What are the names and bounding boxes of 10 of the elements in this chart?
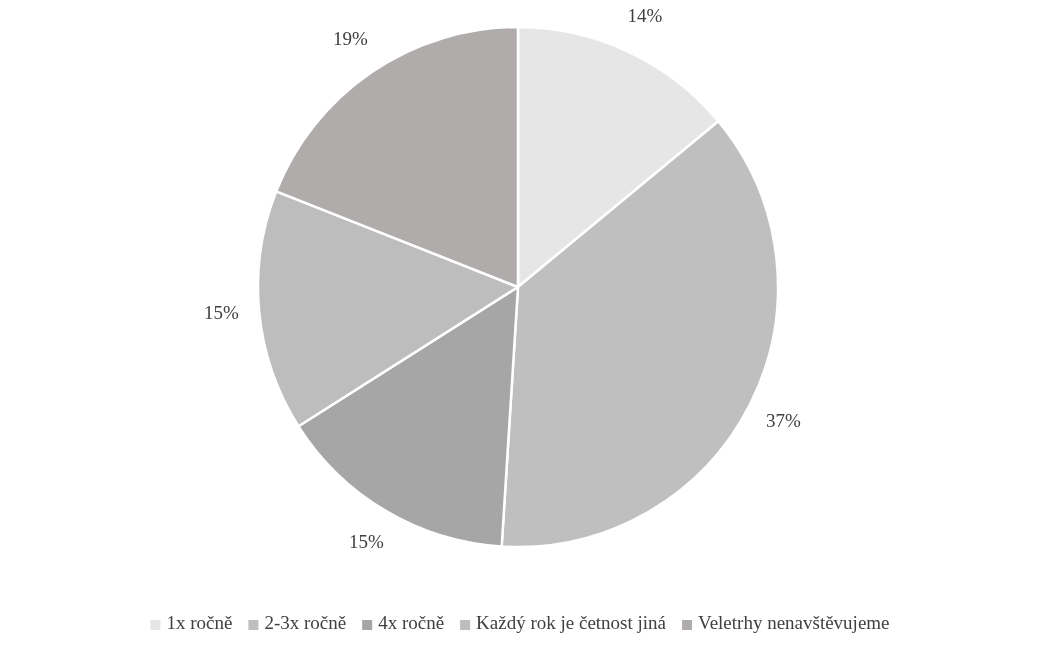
data-label: 15% [203,302,239,324]
data-label: 37% [766,409,802,431]
data-label: 19% [333,27,369,49]
legend-label: 1x ročně [166,612,233,634]
legend-label: 2-3x ročně [264,612,347,634]
legend-label: 4x ročně [378,612,445,634]
data-label: 15% [348,530,384,552]
data-label: 14% [627,4,663,26]
legend-label: Každý rok je četnost jiná [476,612,667,634]
legend-label: Veletrhy nenavštěvujeme [698,612,890,634]
